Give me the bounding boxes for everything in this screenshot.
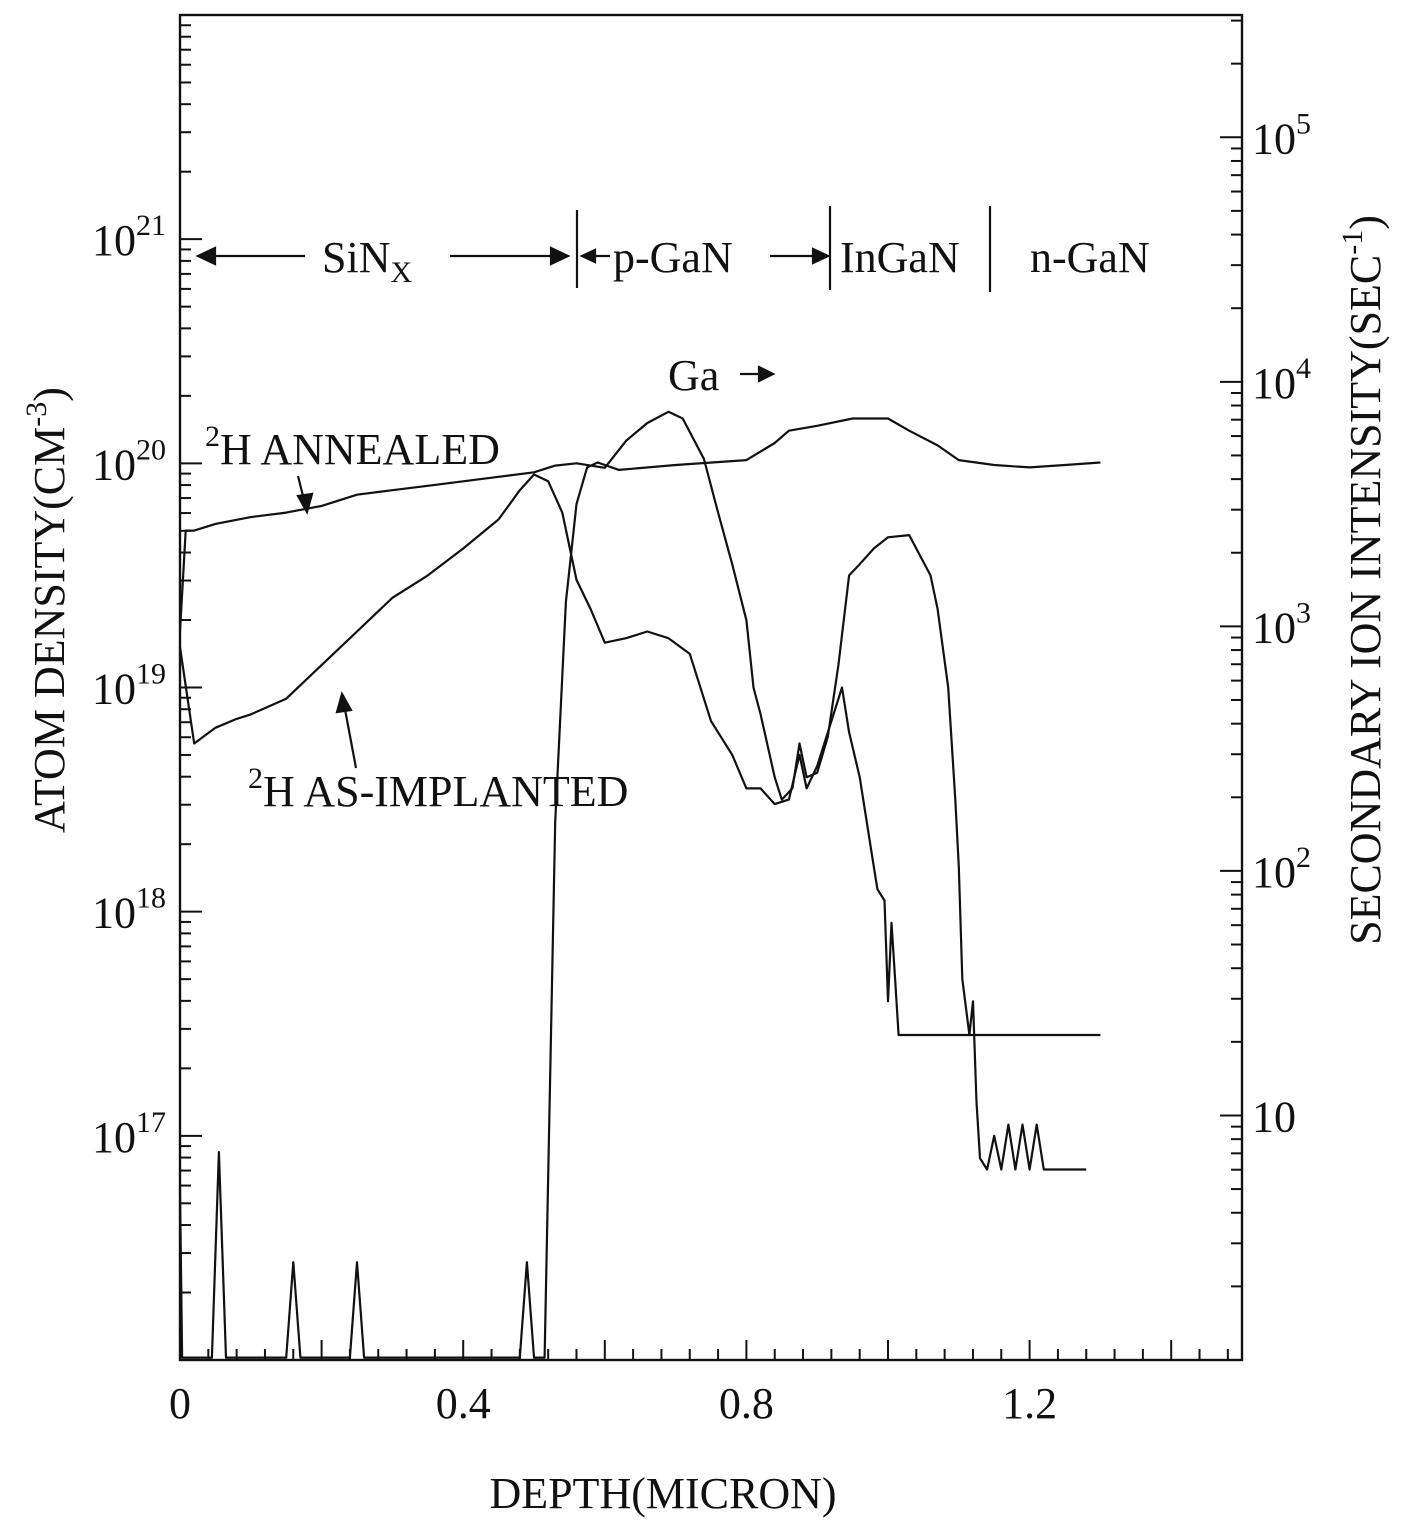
right-y-tick-label: 10	[1252, 1092, 1296, 1141]
right-y-tick-label: 103	[1252, 596, 1311, 652]
right-y-axis-ticks	[1220, 19, 1242, 1361]
right-y-axis-title: SECONDARY ION INTENSITY(SEC-1)	[1336, 215, 1390, 945]
ga-arrow	[740, 365, 776, 383]
series-line-as-implanted	[178, 473, 1101, 1037]
x-tick-label: 1.2	[1002, 1379, 1057, 1428]
layer-label-ngan: n-GaN	[1030, 233, 1150, 282]
left-y-tick-label: 1018	[92, 882, 166, 938]
label-as-implanted: 2H AS-IMPLANTED	[248, 762, 628, 816]
x-tick-label: 0.8	[719, 1379, 774, 1428]
plot-frame	[178, 13, 1244, 1362]
right-y-axis-tick-labels: 10 102 103 104 105	[1252, 107, 1311, 1141]
series-line-ga	[178, 417, 1101, 1359]
layer-label-ingan: InGaN	[840, 233, 960, 282]
layer-label-sinx: SiNX	[322, 233, 412, 289]
label-ga: Ga	[668, 351, 719, 400]
as-implanted-arrow	[335, 691, 358, 769]
x-axis-tick-labels: 0 0.4 0.8 1.2	[169, 1379, 1057, 1428]
layer-label-pgan: p-GaN	[613, 233, 733, 282]
pgan-arrow-right-head	[811, 247, 831, 265]
x-tick-label: 0.4	[436, 1379, 491, 1428]
left-y-tick-label: 1021	[92, 209, 166, 265]
left-y-tick-label: 1017	[92, 1106, 166, 1162]
layer-annotations	[195, 206, 992, 292]
x-tick-label: 0	[169, 1379, 191, 1428]
series-line-annealed	[178, 410, 1087, 1171]
sinx-arrow-left-head	[195, 246, 217, 266]
right-y-tick-label: 102	[1252, 841, 1311, 897]
sinx-arrow-right-head	[549, 246, 571, 266]
right-y-tick-label: 105	[1252, 107, 1311, 163]
x-axis-title: DEPTH(MICRON)	[489, 1469, 836, 1518]
left-y-axis-tick-labels: 1017 1018 1019 1020 1021	[92, 209, 166, 1162]
annealed-arrow	[296, 475, 314, 515]
left-y-tick-label: 1020	[92, 433, 166, 489]
left-y-tick-label: 1019	[92, 658, 166, 714]
left-y-axis-ticks	[180, 24, 202, 1361]
right-y-tick-label: 104	[1252, 352, 1311, 408]
pgan-arrow-left-head	[579, 248, 597, 264]
series-group	[178, 410, 1101, 1359]
label-annealed: 2H ANNEALED	[205, 420, 500, 474]
left-y-axis-title: ATOM DENSITY(CM-3)	[20, 387, 74, 833]
